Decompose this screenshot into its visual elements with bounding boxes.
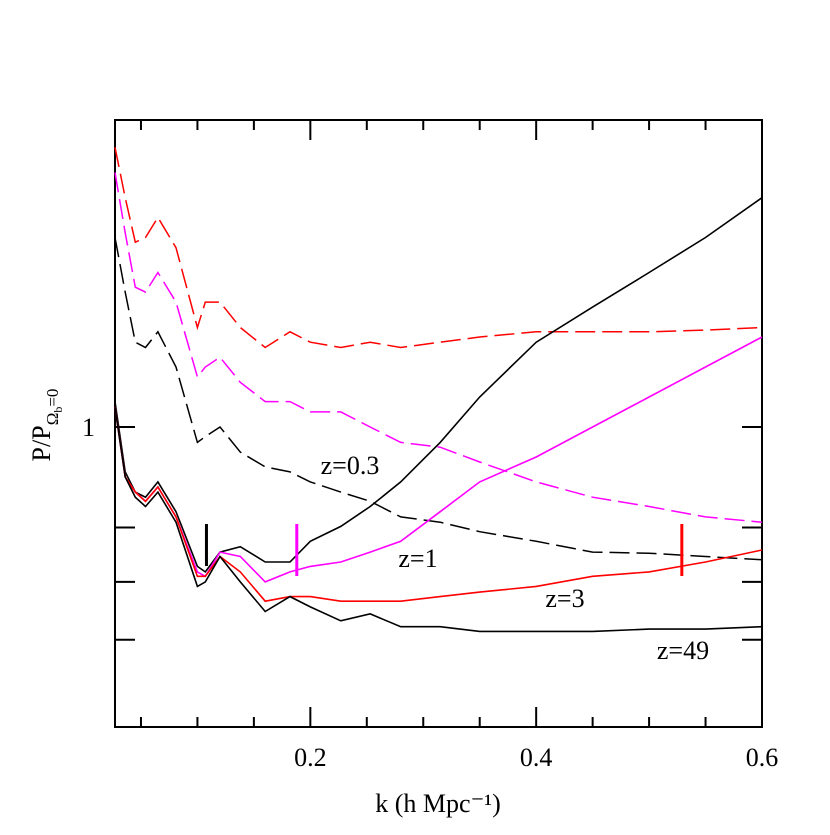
series-line bbox=[114, 407, 763, 603]
series-label: z=3 bbox=[545, 584, 584, 613]
series-label: z=49 bbox=[657, 636, 709, 665]
x-tick-label: 0.4 bbox=[520, 743, 553, 772]
plot-frame bbox=[114, 119, 763, 728]
x-tick-label: 0.2 bbox=[294, 743, 327, 772]
series-label: z=0.3 bbox=[321, 451, 380, 480]
series-line bbox=[114, 407, 763, 633]
y-label-subsub: b bbox=[51, 407, 65, 413]
y-label-sub: Ω bbox=[43, 413, 62, 426]
series-line bbox=[114, 197, 763, 573]
y-label-main: P/P bbox=[27, 425, 56, 461]
series-line bbox=[114, 172, 763, 523]
series-line bbox=[114, 336, 763, 583]
y-axis-label: P/PΩb=0 bbox=[27, 389, 65, 462]
y-label-tail: =0 bbox=[43, 389, 62, 407]
y-tick-label: 1 bbox=[82, 413, 95, 442]
x-tick-label: 0.6 bbox=[746, 743, 779, 772]
x-axis-label: k (h Mpc⁻¹) bbox=[375, 789, 501, 818]
series-line bbox=[114, 147, 763, 349]
series-label: z=1 bbox=[398, 544, 437, 573]
series-line bbox=[114, 237, 763, 561]
